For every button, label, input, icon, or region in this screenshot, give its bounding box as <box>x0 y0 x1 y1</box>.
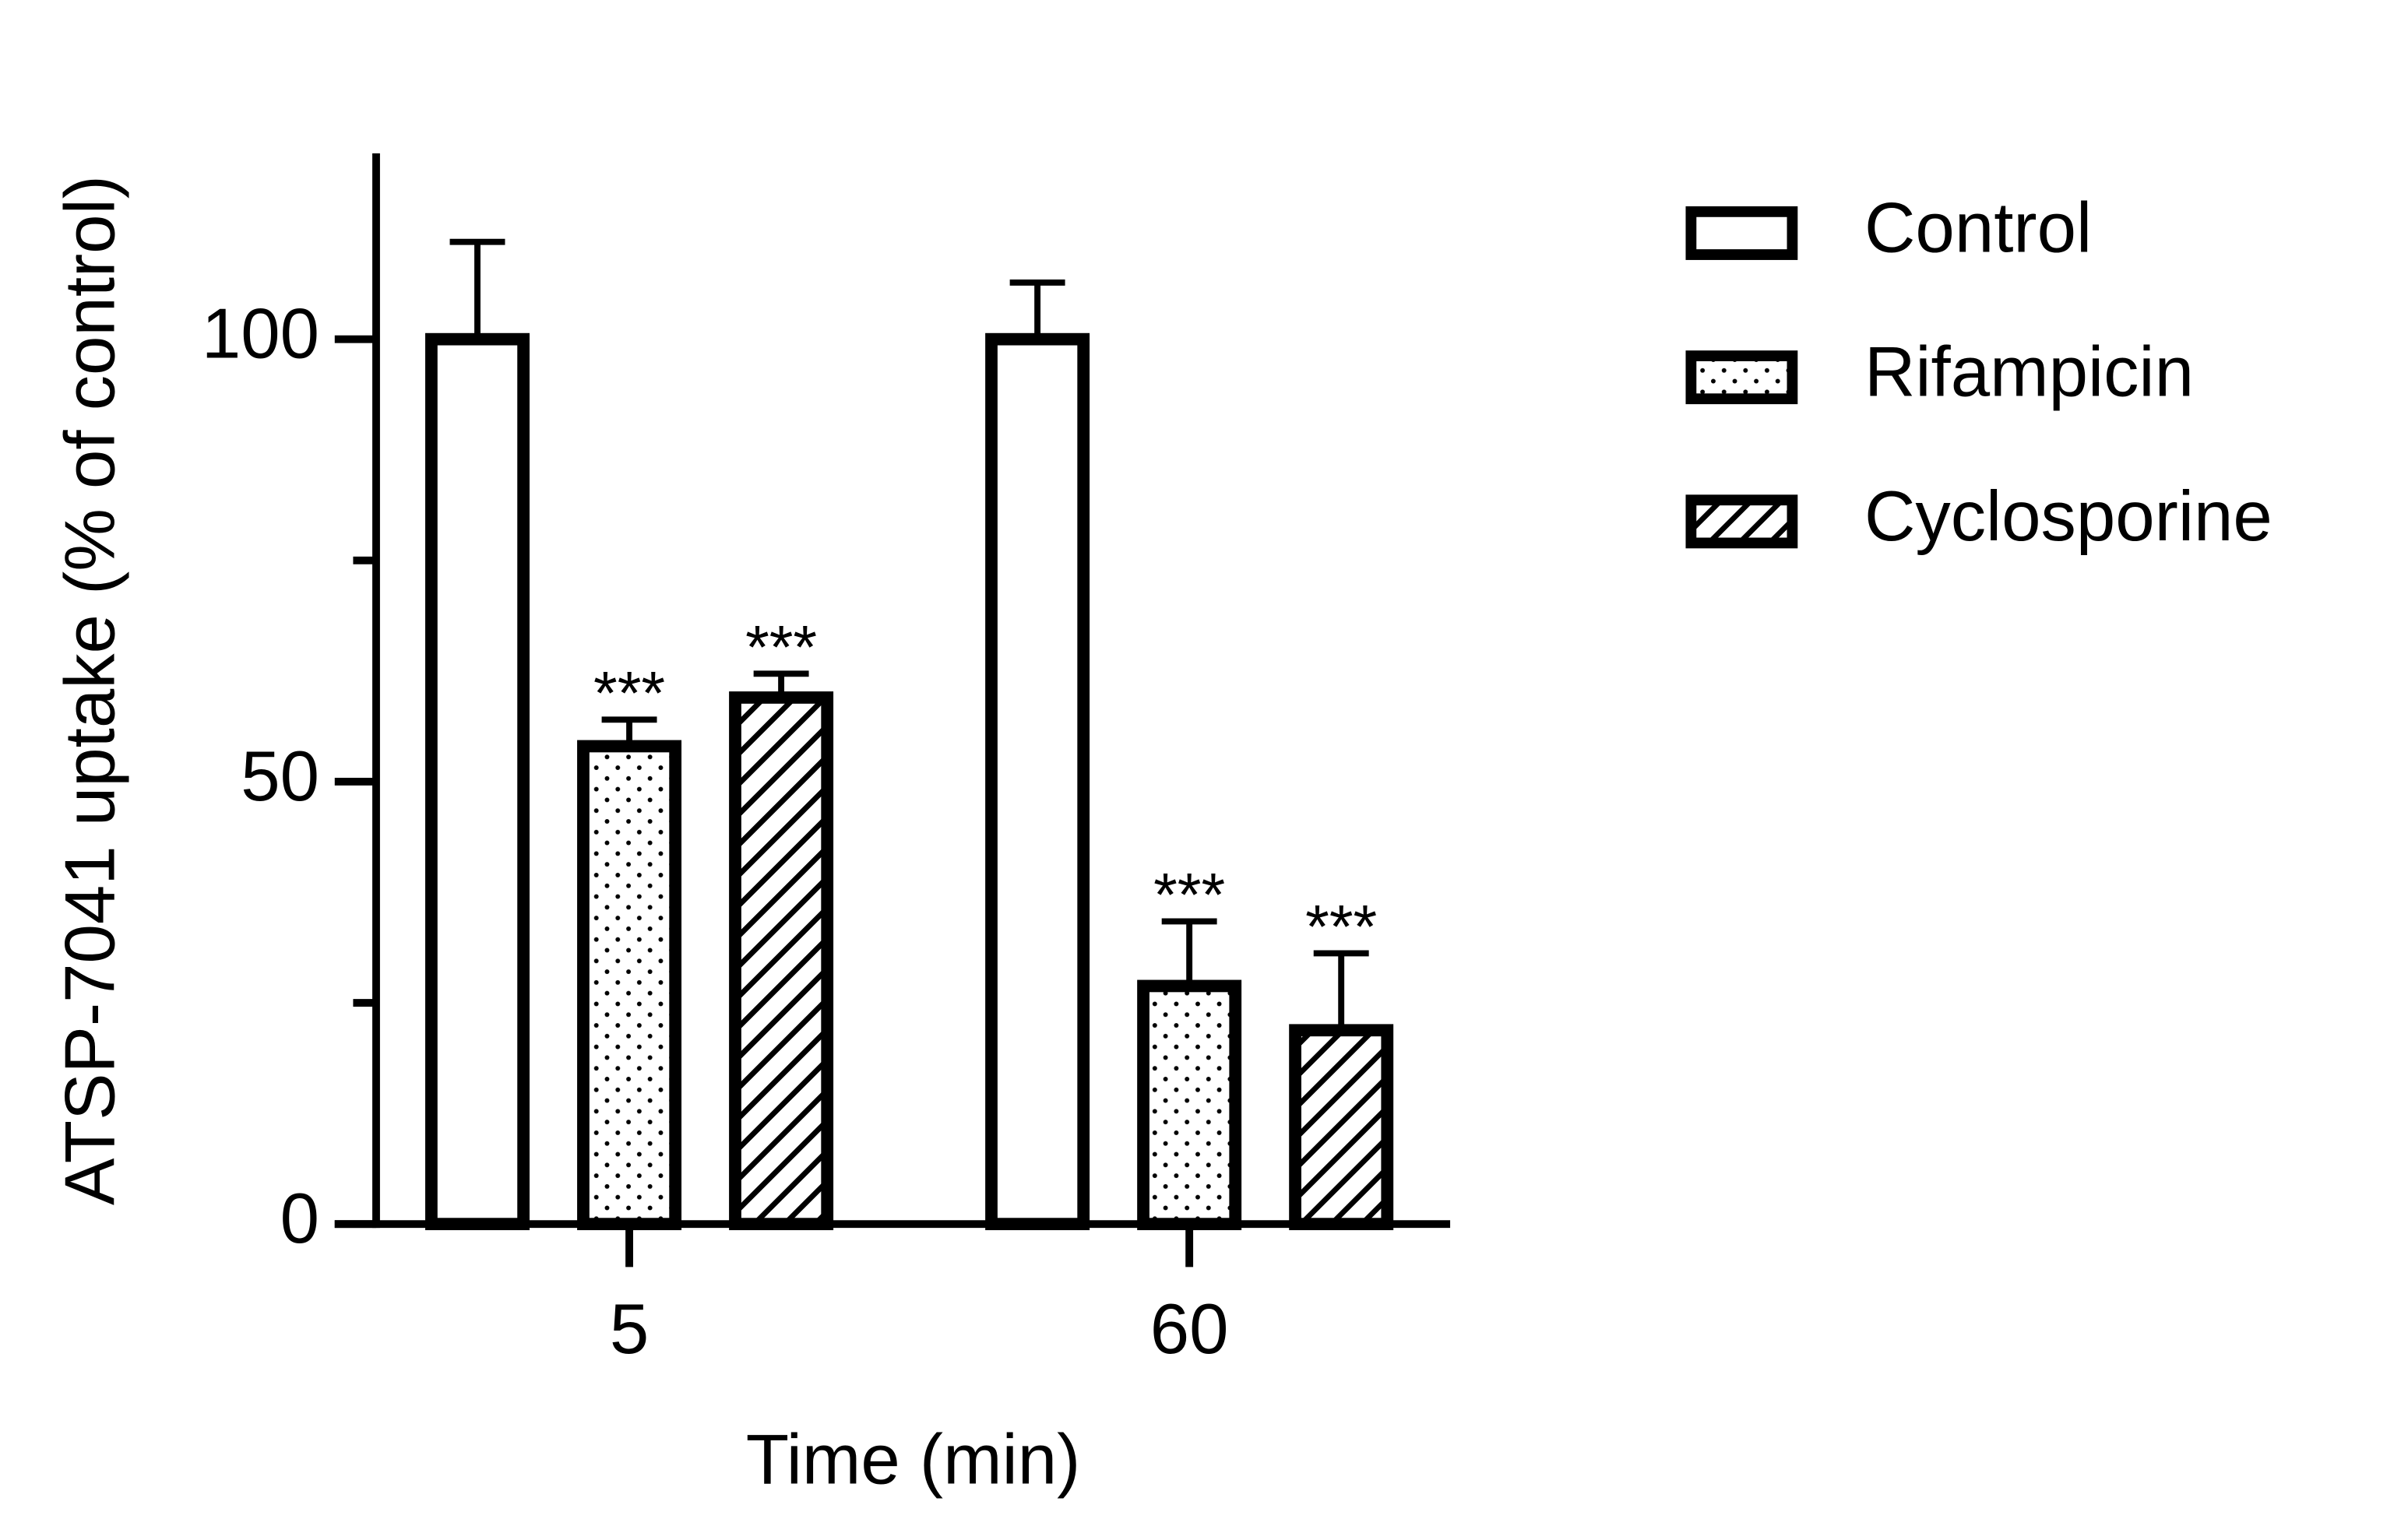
legend-swatch <box>1685 206 1798 260</box>
significance-label: *** <box>593 659 665 728</box>
legend-label: Control <box>1864 188 2092 267</box>
y-tick-label: 50 <box>241 737 319 816</box>
x-tick-label: 5 <box>610 1290 649 1369</box>
bar <box>729 691 834 1231</box>
significance-label: *** <box>1153 861 1225 930</box>
bar <box>425 332 530 1231</box>
significance-label: *** <box>745 613 817 681</box>
x-tick-label: 60 <box>1150 1290 1229 1369</box>
legend-label: Cyclosporine <box>1864 477 2273 556</box>
y-tick-label: 100 <box>202 295 319 374</box>
legend-swatch <box>1685 494 1798 549</box>
y-tick-label: 0 <box>280 1180 319 1258</box>
legend-label: Rifampicin <box>1864 333 2194 412</box>
y-axis-title: ATSP-7041 uptake (% of control) <box>51 175 129 1205</box>
bar <box>1289 1024 1394 1231</box>
x-axis-title: Time (min) <box>746 1420 1081 1499</box>
bar <box>985 332 1090 1231</box>
significance-label: *** <box>1305 893 1377 962</box>
legend-swatch <box>1685 350 1798 405</box>
bar <box>577 740 682 1231</box>
bar <box>1137 979 1242 1231</box>
